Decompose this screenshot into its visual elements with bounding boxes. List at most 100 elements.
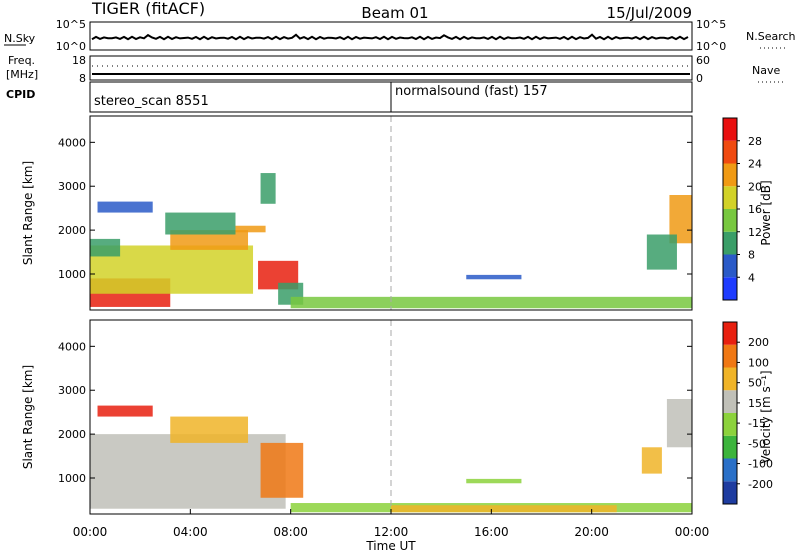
velocity-x-axis: 00:00 04:00 08:00 12:00 16:00 20:00 00:00 [73, 509, 710, 539]
power-echo-region [669, 195, 692, 244]
velocity-y-tick-label: 4000 [58, 340, 86, 353]
cpid-label: CPID [6, 88, 35, 101]
freq-label-line2: [MHz] [6, 68, 38, 81]
power-y-tick-label: 1000 [58, 268, 86, 281]
power-y-tick-label: 4000 [58, 136, 86, 149]
nave-label: Nave [752, 64, 780, 77]
cpid-segment-2: normalsound (fast) 157 [395, 84, 548, 99]
velocity-x-tick-label: 04:00 [173, 525, 208, 539]
nsky-label: N.Sky [4, 32, 36, 45]
figure-title-right: 15/Jul/2009 [607, 4, 692, 22]
power-colorbar: 28 24 20 16 12 8 4 [722, 117, 762, 301]
power-colorbar-tick-label: 12 [748, 226, 762, 239]
freq-frame [89, 55, 693, 81]
velocity-colorbar-tick-label: 200 [748, 336, 769, 349]
velocity-echo-region [90, 434, 286, 509]
nsky-panel: N.Sky 10^5 10^0 10^5 10^0 N.Search [4, 18, 796, 53]
power-colorbar-tick-label: 24 [748, 158, 762, 171]
velocity-y-axis: 4000 3000 2000 1000 [58, 340, 692, 485]
power-colorbar-tick-label: 20 [748, 180, 762, 193]
velocity-colorbar-tick-label: -50 [748, 437, 766, 450]
nsky-frame [89, 21, 693, 51]
power-colorbar-swatch [723, 254, 737, 278]
power-colorbar-tick-label: 4 [748, 271, 755, 284]
power-colorbar-swatch [723, 186, 737, 209]
nsky-tick-right-bottom: 10^0 [696, 40, 726, 53]
power-y-label: Slant Range [km] [21, 161, 35, 265]
nsky-tick-left-bottom: 10^0 [56, 40, 86, 53]
nsky-tick-right-top: 10^5 [696, 18, 726, 31]
nsky-trace [91, 33, 689, 41]
velocity-echo-region [97, 405, 153, 417]
freq-panel: Freq. [MHz] 18 8 60 0 Nave [6, 54, 784, 85]
velocity-data-regions [90, 399, 692, 513]
velocity-echo-region [466, 478, 522, 484]
power-echo-region [170, 230, 249, 250]
x-axis-label: Time UT [365, 539, 416, 553]
power-y-tick-label: 2000 [58, 224, 86, 237]
velocity-colorbar-label: Velocity [m s⁻¹] [759, 370, 773, 463]
velocity-panel: 4000 3000 2000 1000 00:00 04:00 08:00 12:00 16:… [21, 319, 773, 553]
velocity-colorbar-tick-label: 100 [748, 356, 769, 369]
velocity-echo-region [391, 505, 617, 513]
velocity-colorbar-swatch [723, 390, 737, 413]
velocity-x-tick-label: 20:00 [574, 525, 609, 539]
velocity-colorbar-tick-label: 50 [748, 377, 762, 390]
velocity-colorbar-tick-label: 15 [748, 397, 762, 410]
velocity-x-tick-label: 16:00 [474, 525, 509, 539]
velocity-x-tick-label: 00:00 [675, 525, 710, 539]
figure-title-left: TIGER (fitACF) [91, 0, 205, 18]
velocity-colorbar-swatch [723, 413, 737, 436]
velocity-colorbar-tick-label: -100 [748, 458, 773, 471]
velocity-echo-region [170, 416, 249, 443]
power-y-tick-label: 3000 [58, 180, 86, 193]
power-echo-region [646, 234, 677, 270]
velocity-y-tick-label: 1000 [58, 472, 86, 485]
velocity-colorbar-swatch [723, 322, 737, 345]
velocity-colorbar-swatch [723, 344, 737, 368]
power-colorbar-tick-label: 28 [748, 135, 762, 148]
velocity-y-tick-label: 3000 [58, 384, 86, 397]
freq-label-line1: Freq. [8, 54, 35, 67]
velocity-y-tick-label: 2000 [58, 428, 86, 441]
velocity-y-label: Slant Range [km] [21, 365, 35, 469]
power-echo-region [260, 173, 276, 204]
velocity-x-tick-label: 00:00 [73, 525, 108, 539]
power-echo-region [90, 238, 121, 257]
power-echo-region [97, 201, 153, 213]
velocity-colorbar-swatch [723, 458, 737, 482]
power-colorbar-swatch [723, 163, 737, 187]
velocity-colorbar-swatch [723, 481, 737, 504]
power-colorbar-swatch [723, 118, 737, 141]
freq-tick-left-top: 18 [72, 54, 86, 67]
velocity-echo-region [666, 399, 692, 448]
velocity-x-tick-label: 12:00 [374, 525, 409, 539]
power-colorbar-tick-label: 8 [748, 249, 755, 262]
power-colorbar-swatch [723, 140, 737, 164]
cpid-segment-1: stereo_scan 8551 [94, 94, 209, 109]
velocity-colorbar-frame [722, 321, 738, 505]
velocity-colorbar-tick-label: -15 [748, 417, 766, 430]
power-y-axis: 4000 3000 2000 1000 [58, 136, 692, 281]
freq-tick-right-top: 60 [696, 54, 710, 67]
velocity-echo-region [641, 447, 662, 474]
power-data-regions [90, 173, 692, 309]
power-echo-region [165, 212, 236, 235]
power-colorbar-tick-label: 16 [748, 203, 762, 216]
velocity-colorbar-swatch [723, 367, 737, 391]
velocity-echo-region [260, 442, 304, 498]
power-colorbar-swatch [723, 277, 737, 300]
velocity-colorbar-tick-label: -200 [748, 478, 773, 491]
velocity-x-tick-label: 08:00 [273, 525, 308, 539]
power-echo-region [290, 296, 692, 309]
cpid-panel: CPID stereo_scan 8551 normalsound (fast)… [6, 81, 693, 113]
figure-title-center: Beam 01 [361, 4, 428, 22]
velocity-colorbar: 200 100 50 15 -15 -50 -100 -200 [722, 321, 773, 505]
power-panel: 4000 3000 2000 1000 Slant Range [km] 28 24 20… [21, 115, 773, 311]
power-colorbar-label: Power [dB] [759, 180, 773, 245]
power-echo-region [235, 225, 266, 233]
power-frame [89, 115, 693, 311]
freq-tick-right-bottom: 0 [696, 72, 703, 85]
power-colorbar-swatch [723, 209, 737, 232]
